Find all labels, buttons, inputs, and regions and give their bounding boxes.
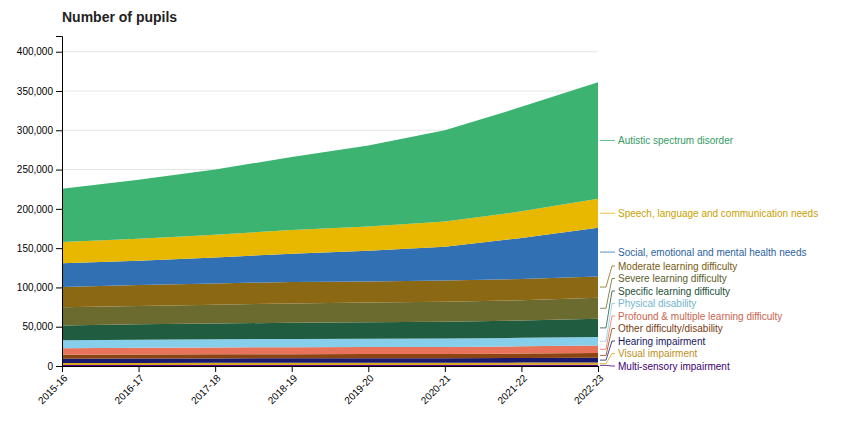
- tick-mark: [521, 366, 522, 372]
- series-label: Visual impairment: [618, 348, 698, 359]
- tick-mark: [56, 209, 62, 210]
- tick-label: 400,000: [17, 46, 54, 57]
- series-label: Speech, language and communication needs: [618, 208, 818, 219]
- series-label: Other difficulty/disability: [618, 323, 723, 334]
- tick-mark: [56, 287, 62, 288]
- tick: 350,000: [17, 86, 62, 97]
- tick-mark: [139, 366, 140, 372]
- tick: 2017-18: [189, 366, 223, 406]
- tick-label: 200,000: [17, 204, 54, 215]
- series-label: Moderate learning difficulty: [618, 261, 737, 272]
- tick: 2018-19: [266, 366, 300, 406]
- tick-mark: [56, 130, 62, 131]
- tick: 2021-22: [495, 366, 529, 406]
- tick: 400,000: [17, 46, 62, 57]
- tick-mark: [292, 366, 293, 372]
- tick-label: 2019-20: [342, 372, 376, 406]
- grid-line: [62, 51, 598, 52]
- areas: [62, 82, 598, 366]
- leader-line: [600, 252, 615, 253]
- series-label: Hearing impairment: [618, 336, 705, 347]
- tick: 300,000: [17, 125, 62, 136]
- tick-mark: [56, 327, 62, 328]
- tick-mark: [56, 52, 62, 53]
- tick: 2020-21: [419, 366, 453, 406]
- x-axis: 2015-16 2016-17 2017-18 2018-19 2019-20 2020-…: [36, 366, 606, 406]
- grid-line: [62, 91, 598, 92]
- series-label: Social, emotional and mental health need…: [618, 247, 806, 258]
- tick: 0: [47, 361, 62, 372]
- series-label: Specific learning difficulty: [618, 286, 730, 297]
- tick-label: 2021-22: [495, 372, 529, 406]
- tick-label: 50,000: [22, 321, 53, 332]
- tick-label: 2015-16: [36, 372, 70, 406]
- tick: 2022-23: [572, 366, 606, 406]
- series-label: Severe learning difficulty: [618, 273, 727, 284]
- leader-line: [600, 341, 615, 360]
- tick-mark: [56, 170, 62, 171]
- tick: 100,000: [17, 282, 62, 293]
- y-axis: 0 50,000 100,000 150,000 200,000 250,000 300,0…: [17, 37, 63, 372]
- leader-line: [600, 140, 615, 141]
- grid: [62, 52, 598, 366]
- tick: 2016-17: [112, 366, 146, 406]
- series-label: Profound & multiple learning difficulty: [618, 311, 782, 322]
- leader-line: [600, 304, 615, 342]
- tick-label: 150,000: [17, 243, 54, 254]
- plot: 2015-16 2016-17 2017-18 2018-19 2019-20 2020-…: [17, 37, 818, 407]
- axis-line: [63, 367, 599, 373]
- axis-line: [56, 37, 63, 367]
- tick: 250,000: [17, 164, 62, 175]
- tick-mark: [598, 366, 599, 372]
- leader-line: [600, 316, 615, 349]
- leader-line: [600, 291, 615, 328]
- tick: 150,000: [17, 243, 62, 254]
- tick-label: 300,000: [17, 125, 54, 136]
- tick-mark: [215, 366, 216, 372]
- tick-label: 250,000: [17, 164, 54, 175]
- leader-line: [600, 213, 615, 214]
- series-label: Physical disability: [618, 298, 696, 309]
- tick-label: 2020-21: [419, 372, 453, 406]
- tick-label: 2018-19: [266, 372, 300, 406]
- tick-label: 100,000: [17, 282, 54, 293]
- series-label: Multi-sensory impairment: [618, 361, 730, 372]
- tick-label: 0: [47, 361, 53, 372]
- tick-mark: [56, 91, 62, 92]
- area: [62, 358, 598, 363]
- tick-label: 2016-17: [112, 372, 146, 406]
- tick-label: 350,000: [17, 86, 54, 97]
- tick-mark: [56, 366, 62, 367]
- tick-mark: [445, 366, 446, 372]
- chart: Number of pupils2015-162016-172017-18201…: [0, 0, 848, 424]
- tick-label: 2022-23: [572, 372, 606, 406]
- tick: 2019-20: [342, 366, 376, 406]
- tick: 50,000: [22, 321, 62, 332]
- area: [62, 82, 598, 242]
- leader-line: [600, 365, 615, 367]
- leader-line: [600, 329, 615, 356]
- title: Number of pupils: [62, 9, 177, 25]
- tick-mark: [56, 248, 62, 249]
- tick: 2015-16: [36, 366, 70, 406]
- tick: 200,000: [17, 204, 62, 215]
- tick-mark: [368, 366, 369, 372]
- series-label: Autistic spectrum disorder: [618, 135, 734, 146]
- labels: Autistic spectrum disorder Speech, langua…: [600, 135, 818, 372]
- tick-label: 2017-18: [189, 372, 223, 406]
- leader-line: [600, 266, 615, 287]
- leader-line: [600, 354, 615, 364]
